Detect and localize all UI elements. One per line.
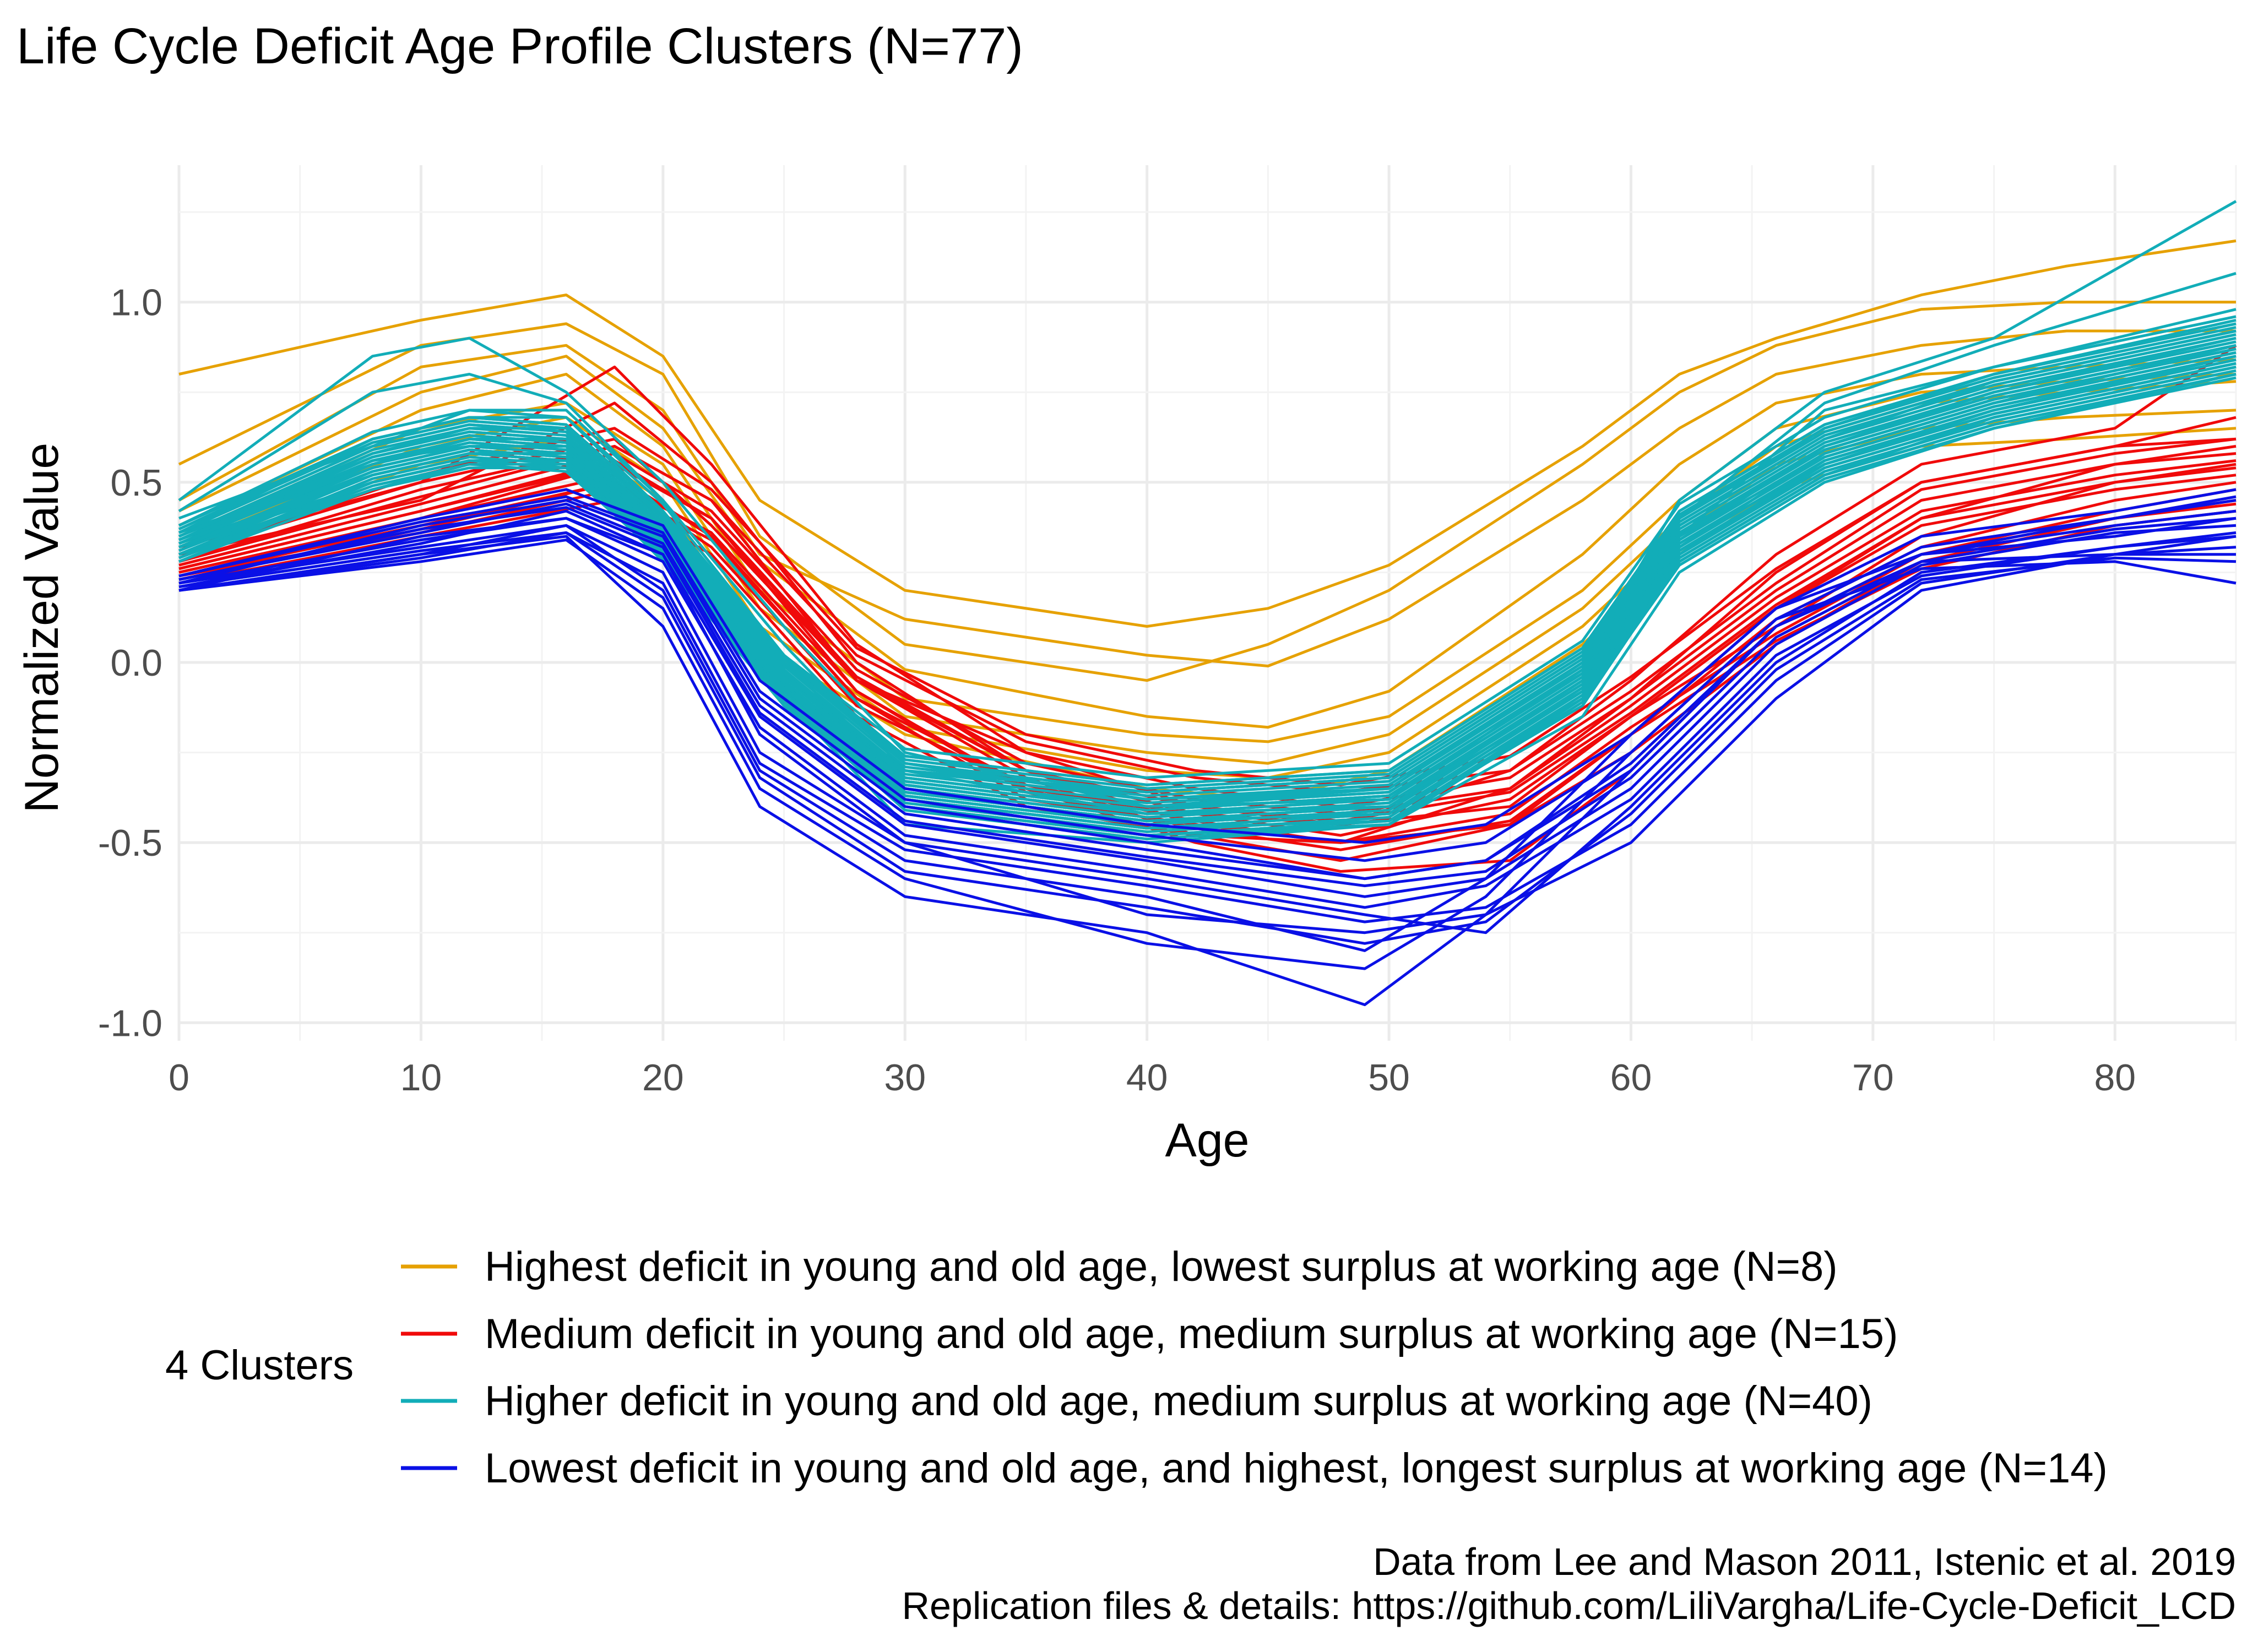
series-line [178,333,2237,797]
x-tick-label: 60 [1610,1057,1652,1099]
x-axis-ticks: 0 10 20 30 40 50 60 70 80 [169,1057,2136,1099]
x-tick-label: 10 [400,1057,442,1099]
y-tick-label: 1.0 [110,282,162,324]
series-line [178,355,2237,819]
series-line [178,301,2236,682]
legend: 4 Clusters Highest deficit in young and … [165,1243,2108,1492]
series-line [178,506,2237,888]
caption-line-2: Replication files & details: https://git… [902,1584,2236,1627]
series-line [178,325,2237,790]
series-line [178,344,2237,808]
legend-title: 4 Clusters [165,1342,354,1389]
y-tick-label: 0.0 [110,642,162,684]
grid-lines [177,165,2237,1041]
legend-label: Medium deficit in young and old age, med… [485,1311,1898,1357]
x-tick-label: 70 [1852,1057,1894,1099]
series-line [178,524,2237,934]
x-axis-title: Age [1165,1114,1249,1167]
series-line [178,344,2237,826]
series-lines [178,200,2237,1007]
y-tick-label: -1.0 [98,1002,162,1044]
series-line [178,365,2237,830]
series-line [178,271,2237,844]
series-line [178,495,2237,862]
caption-line-1: Data from Lee and Mason 2011, Istenic et… [1373,1540,2236,1583]
series-line [178,322,2237,786]
y-axis-title: Normalized Value [15,443,68,813]
series-line [178,340,2237,805]
x-tick-label: 30 [884,1057,926,1099]
chart-title: Life Cycle Deficit Age Profile Clusters … [17,18,1023,74]
series-line [178,517,2237,909]
series-line [178,539,2237,970]
series-line [178,427,2237,801]
x-tick-label: 20 [642,1057,684,1099]
series-line [178,416,2237,786]
series-line [178,200,2237,808]
series-line [178,351,2237,816]
series-line [178,502,2237,881]
series-line [178,355,2237,729]
x-tick-label: 0 [169,1057,189,1099]
series-line [178,347,2237,812]
series-line [178,531,2237,945]
x-tick-label: 40 [1126,1057,1168,1099]
y-axis-ticks: -1.0 -0.5 0.0 0.5 1.0 [98,282,162,1045]
y-tick-label: -0.5 [98,822,162,864]
series-line [178,373,2237,837]
series-line [178,239,2237,628]
series-line [178,452,2237,816]
x-tick-label: 80 [2094,1057,2136,1099]
series-line [178,531,2237,923]
series-line [178,329,2236,667]
legend-label: Highest deficit in young and old age, lo… [485,1243,1838,1290]
series-line [178,315,2237,779]
x-tick-label: 50 [1368,1057,1410,1099]
legend-label: Higher deficit in young and old age, med… [485,1378,1872,1425]
y-tick-label: 0.5 [110,462,162,504]
series-line [178,488,2237,844]
legend-label: Lowest deficit in young and old age, and… [485,1445,2108,1492]
series-line [178,329,2237,794]
